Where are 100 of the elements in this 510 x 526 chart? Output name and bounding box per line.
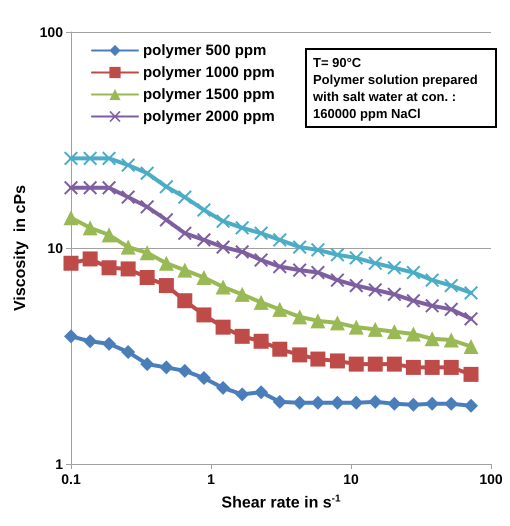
- point: [159, 360, 174, 374]
- point: [425, 396, 440, 411]
- point: [387, 287, 402, 302]
- point: [102, 260, 117, 276]
- point: [406, 360, 421, 375]
- point: [234, 286, 250, 302]
- point: [330, 353, 345, 368]
- point: [216, 279, 231, 294]
- point: [121, 158, 136, 172]
- point: [140, 270, 155, 286]
- point: [102, 336, 116, 351]
- point: [196, 202, 211, 217]
- point: [348, 320, 364, 335]
- legend-label: polymer 1000 ppm: [143, 64, 275, 81]
- point: [159, 212, 174, 227]
- point: [424, 331, 440, 346]
- point: [121, 190, 136, 204]
- point: [83, 151, 98, 166]
- point: [140, 166, 154, 180]
- y-tick-label: 10: [47, 240, 64, 256]
- point: [254, 385, 268, 400]
- point: [254, 252, 268, 267]
- point: [292, 263, 307, 278]
- point: [386, 356, 402, 372]
- point: [292, 309, 308, 324]
- point: [121, 345, 136, 359]
- point: [235, 244, 250, 259]
- point: [444, 332, 459, 348]
- point: [64, 151, 78, 166]
- point: [330, 315, 345, 330]
- point: [82, 251, 98, 266]
- point: [292, 347, 308, 362]
- point: [425, 298, 440, 313]
- legend-label: polymer 500 ppm: [143, 42, 266, 59]
- point: [406, 398, 420, 412]
- point: [82, 220, 98, 236]
- point: [177, 293, 192, 308]
- point: [406, 294, 420, 308]
- point: [464, 338, 479, 354]
- point: [272, 394, 287, 409]
- point: [310, 266, 325, 280]
- point: [140, 245, 155, 260]
- point: [368, 282, 382, 297]
- point: [310, 396, 325, 410]
- point: [235, 387, 250, 402]
- x-tick-label: 1: [207, 471, 216, 487]
- point: [444, 302, 458, 316]
- point: [272, 302, 288, 317]
- point: [349, 250, 364, 265]
- point: [64, 256, 78, 271]
- point: [349, 396, 364, 410]
- point: [292, 240, 307, 254]
- point: [425, 273, 440, 288]
- annotation: Polymer solution prepared with salt water at con. : 160000 ppm NaCl: [313, 71, 479, 122]
- point: [196, 307, 212, 322]
- point: [387, 260, 402, 275]
- point: [368, 322, 383, 337]
- point: [424, 360, 440, 375]
- point: [216, 214, 230, 228]
- point: [216, 240, 230, 254]
- point: [83, 334, 98, 348]
- point: [83, 180, 98, 195]
- point: [310, 313, 326, 328]
- point: [310, 352, 326, 367]
- point: [272, 260, 287, 274]
- point: [235, 220, 250, 235]
- point: [330, 396, 344, 410]
- point: [254, 334, 269, 349]
- point: [158, 256, 174, 271]
- point: [368, 356, 383, 372]
- y-tick-label: 100: [40, 24, 64, 40]
- point: [64, 210, 78, 226]
- point: [444, 278, 458, 293]
- point: [330, 273, 344, 288]
- legend-label: polymer 2000 ppm: [143, 108, 275, 125]
- x-tick-label: 10: [343, 471, 359, 487]
- legend-label: polymer 1500 ppm: [143, 86, 275, 103]
- point: [444, 360, 459, 375]
- point: [387, 396, 402, 411]
- point: [406, 266, 420, 280]
- y-tick-label: 1: [55, 456, 64, 472]
- point: [464, 286, 478, 300]
- point: [159, 180, 174, 194]
- point: [120, 261, 136, 276]
- point: [102, 151, 116, 166]
- point: [292, 396, 307, 410]
- point: [178, 190, 192, 204]
- point: [272, 232, 287, 247]
- point: [444, 396, 458, 411]
- point: [140, 357, 154, 372]
- point: [158, 278, 174, 294]
- point: [216, 380, 230, 395]
- point: [64, 180, 78, 195]
- point: [64, 329, 78, 344]
- point: [177, 262, 192, 278]
- point: [196, 371, 211, 386]
- point: [254, 226, 268, 240]
- x-tick-label: 0.1: [61, 471, 81, 487]
- point: [216, 320, 231, 335]
- point: [178, 364, 192, 378]
